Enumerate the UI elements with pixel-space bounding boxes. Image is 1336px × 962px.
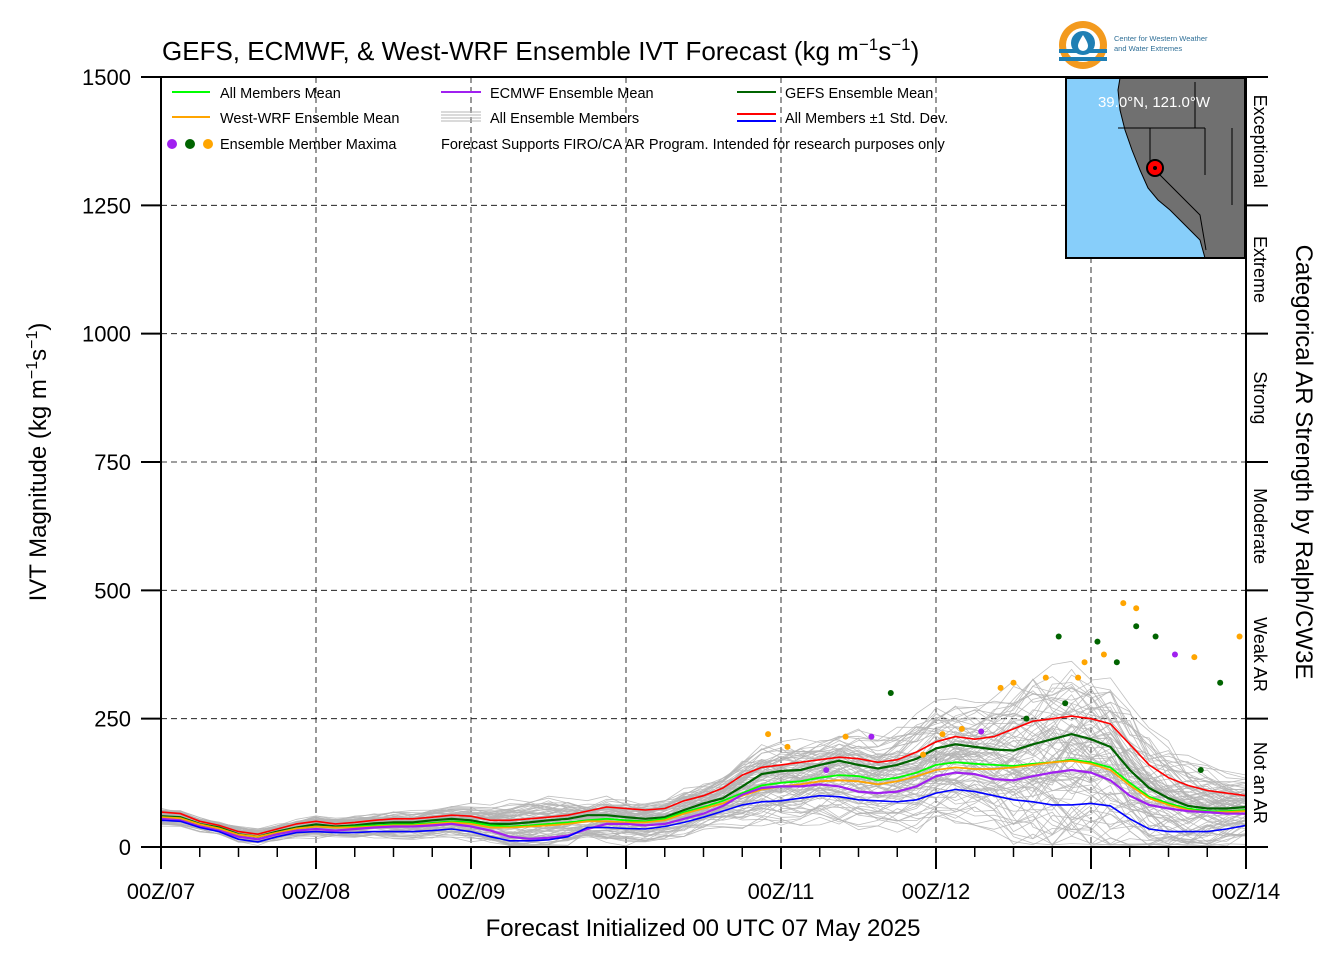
member-maximum-dot — [1197, 767, 1204, 773]
member-maximum-dot — [939, 731, 946, 738]
x-axis-label: Forecast Initialized 00 UTC 07 May 2025 — [486, 915, 921, 942]
member-maximum-dot — [1062, 700, 1069, 707]
x-tick-label: 00Z/13 — [1057, 879, 1126, 904]
ensemble-member-line — [161, 795, 1246, 846]
ensemble-means — [161, 715, 1246, 843]
legend-ecmwf-mean: ECMWF Ensemble Mean — [490, 86, 654, 102]
inset-map: 39.0°N, 121.0°W — [1065, 77, 1246, 259]
member-maximum-dot — [868, 733, 875, 740]
category-label: Strong — [1250, 371, 1270, 424]
legend-std-dev: All Members ±1 Std. Dev. — [785, 111, 948, 127]
member-maximum-dot — [1113, 659, 1120, 666]
series-westwrf — [161, 759, 1246, 838]
member-maximum-dot — [1171, 651, 1178, 658]
member-maximum-dot — [1191, 654, 1198, 661]
member-maximum-dot — [887, 690, 894, 696]
category-label: Moderate — [1250, 488, 1270, 564]
x-tick-label: 00Z/11 — [748, 879, 815, 904]
legend-dot-ecmwf — [167, 139, 177, 149]
series-gefs — [161, 732, 1246, 838]
y-axis-label: IVT Magnitude (kg m−1s−1) — [24, 323, 52, 602]
member-maximum-dot — [765, 731, 772, 738]
x-tick-label: 00Z/10 — [592, 879, 661, 904]
member-maximum-dot — [1152, 633, 1159, 640]
y-tick-label: 1000 — [82, 322, 131, 347]
ensemble-member-line — [161, 674, 1246, 832]
legend-member-maxima: Ensemble Member Maxima — [220, 137, 397, 153]
category-label: Weak AR — [1250, 617, 1270, 692]
member-maximum-dot — [997, 684, 1004, 691]
member-maximum-dot — [784, 743, 791, 750]
member-maximum-dot — [920, 751, 927, 758]
member-maximum-dot — [1010, 679, 1017, 686]
series-std-lower — [161, 788, 1246, 843]
x-tick-label: 00Z/14 — [1212, 879, 1281, 904]
ensemble-member-line — [161, 712, 1246, 834]
category-label: Exceptional — [1250, 95, 1270, 188]
member-maximum-dot — [1081, 659, 1088, 666]
ensemble-member-line — [161, 804, 1246, 847]
member-maximum-dot — [1023, 715, 1030, 722]
member-maximum-dot — [1100, 651, 1107, 658]
member-maxima — [765, 600, 1243, 773]
member-maximum-dot — [823, 767, 830, 773]
ensemble-member-line — [161, 687, 1246, 831]
legend-all-members-mean: All Members Mean — [220, 86, 341, 102]
y-tick-label: 1500 — [82, 65, 131, 90]
member-maximum-dot — [1217, 679, 1224, 686]
member-maximum-dot — [1120, 600, 1127, 607]
series-ecmwf — [161, 768, 1246, 841]
chart-title: GEFS, ECMWF, & West-WRF Ensemble IVT For… — [162, 35, 919, 66]
member-maximum-dot — [1055, 633, 1062, 640]
member-maximum-dot — [1094, 638, 1101, 645]
legend-gefs-mean: GEFS Ensemble Mean — [785, 86, 933, 102]
y-tick-label: 750 — [94, 450, 131, 475]
y-tick-label: 0 — [119, 835, 131, 860]
category-label: Extreme — [1250, 236, 1270, 303]
legend-all-ensemble-members: All Ensemble Members — [490, 111, 639, 127]
category-label: Not an AR — [1250, 742, 1270, 824]
x-tick-label: 00Z/09 — [437, 879, 506, 904]
ensemble-member-line — [161, 804, 1246, 847]
cw3e-logo: Center for Western Weather and Water Ext… — [1059, 21, 1208, 69]
legend: All Members Mean West-WRF Ensemble Mean … — [167, 86, 948, 153]
series-std-upper — [161, 715, 1246, 836]
x-tick-label: 00Z/08 — [282, 879, 351, 904]
logo-line1: Center for Western Weather — [1114, 34, 1208, 43]
member-maximum-dot — [1133, 605, 1140, 612]
x-tick-label: 00Z/07 — [127, 879, 196, 904]
tick-labels: 0 250 500 750 1000 1250 1500 00Z/07 00Z/08 00Z/09… — [82, 65, 1280, 904]
member-maximum-dot — [978, 728, 985, 735]
logo-line2: and Water Extremes — [1114, 44, 1182, 53]
legend-swatch-members — [441, 111, 481, 122]
ensemble-members — [161, 660, 1246, 847]
y-tick-label: 250 — [94, 707, 131, 732]
member-maximum-dot — [1236, 633, 1243, 640]
y-tick-label: 500 — [94, 578, 131, 603]
ensemble-member-line — [161, 690, 1246, 830]
right-axis-label: Categorical AR Strength by Ralph/CW3E — [1290, 245, 1317, 680]
member-maximum-dot — [842, 733, 849, 740]
member-maximum-dot — [1133, 623, 1140, 630]
legend-disclaimer: Forecast Supports FIRO/CA AR Program. In… — [441, 137, 945, 153]
x-tick-label: 00Z/12 — [902, 879, 971, 904]
member-maximum-dot — [1075, 674, 1082, 681]
member-maximum-dot — [1042, 674, 1049, 681]
member-maximum-dot — [958, 725, 965, 732]
inset-location-label: 39.0°N, 121.0°W — [1098, 94, 1211, 111]
legend-dot-gefs — [185, 139, 195, 149]
y-tick-label: 1250 — [82, 193, 131, 218]
legend-dot-westwrf — [203, 139, 213, 149]
legend-westwrf-mean: West-WRF Ensemble Mean — [220, 111, 399, 127]
axis-ticks — [141, 76, 1268, 869]
